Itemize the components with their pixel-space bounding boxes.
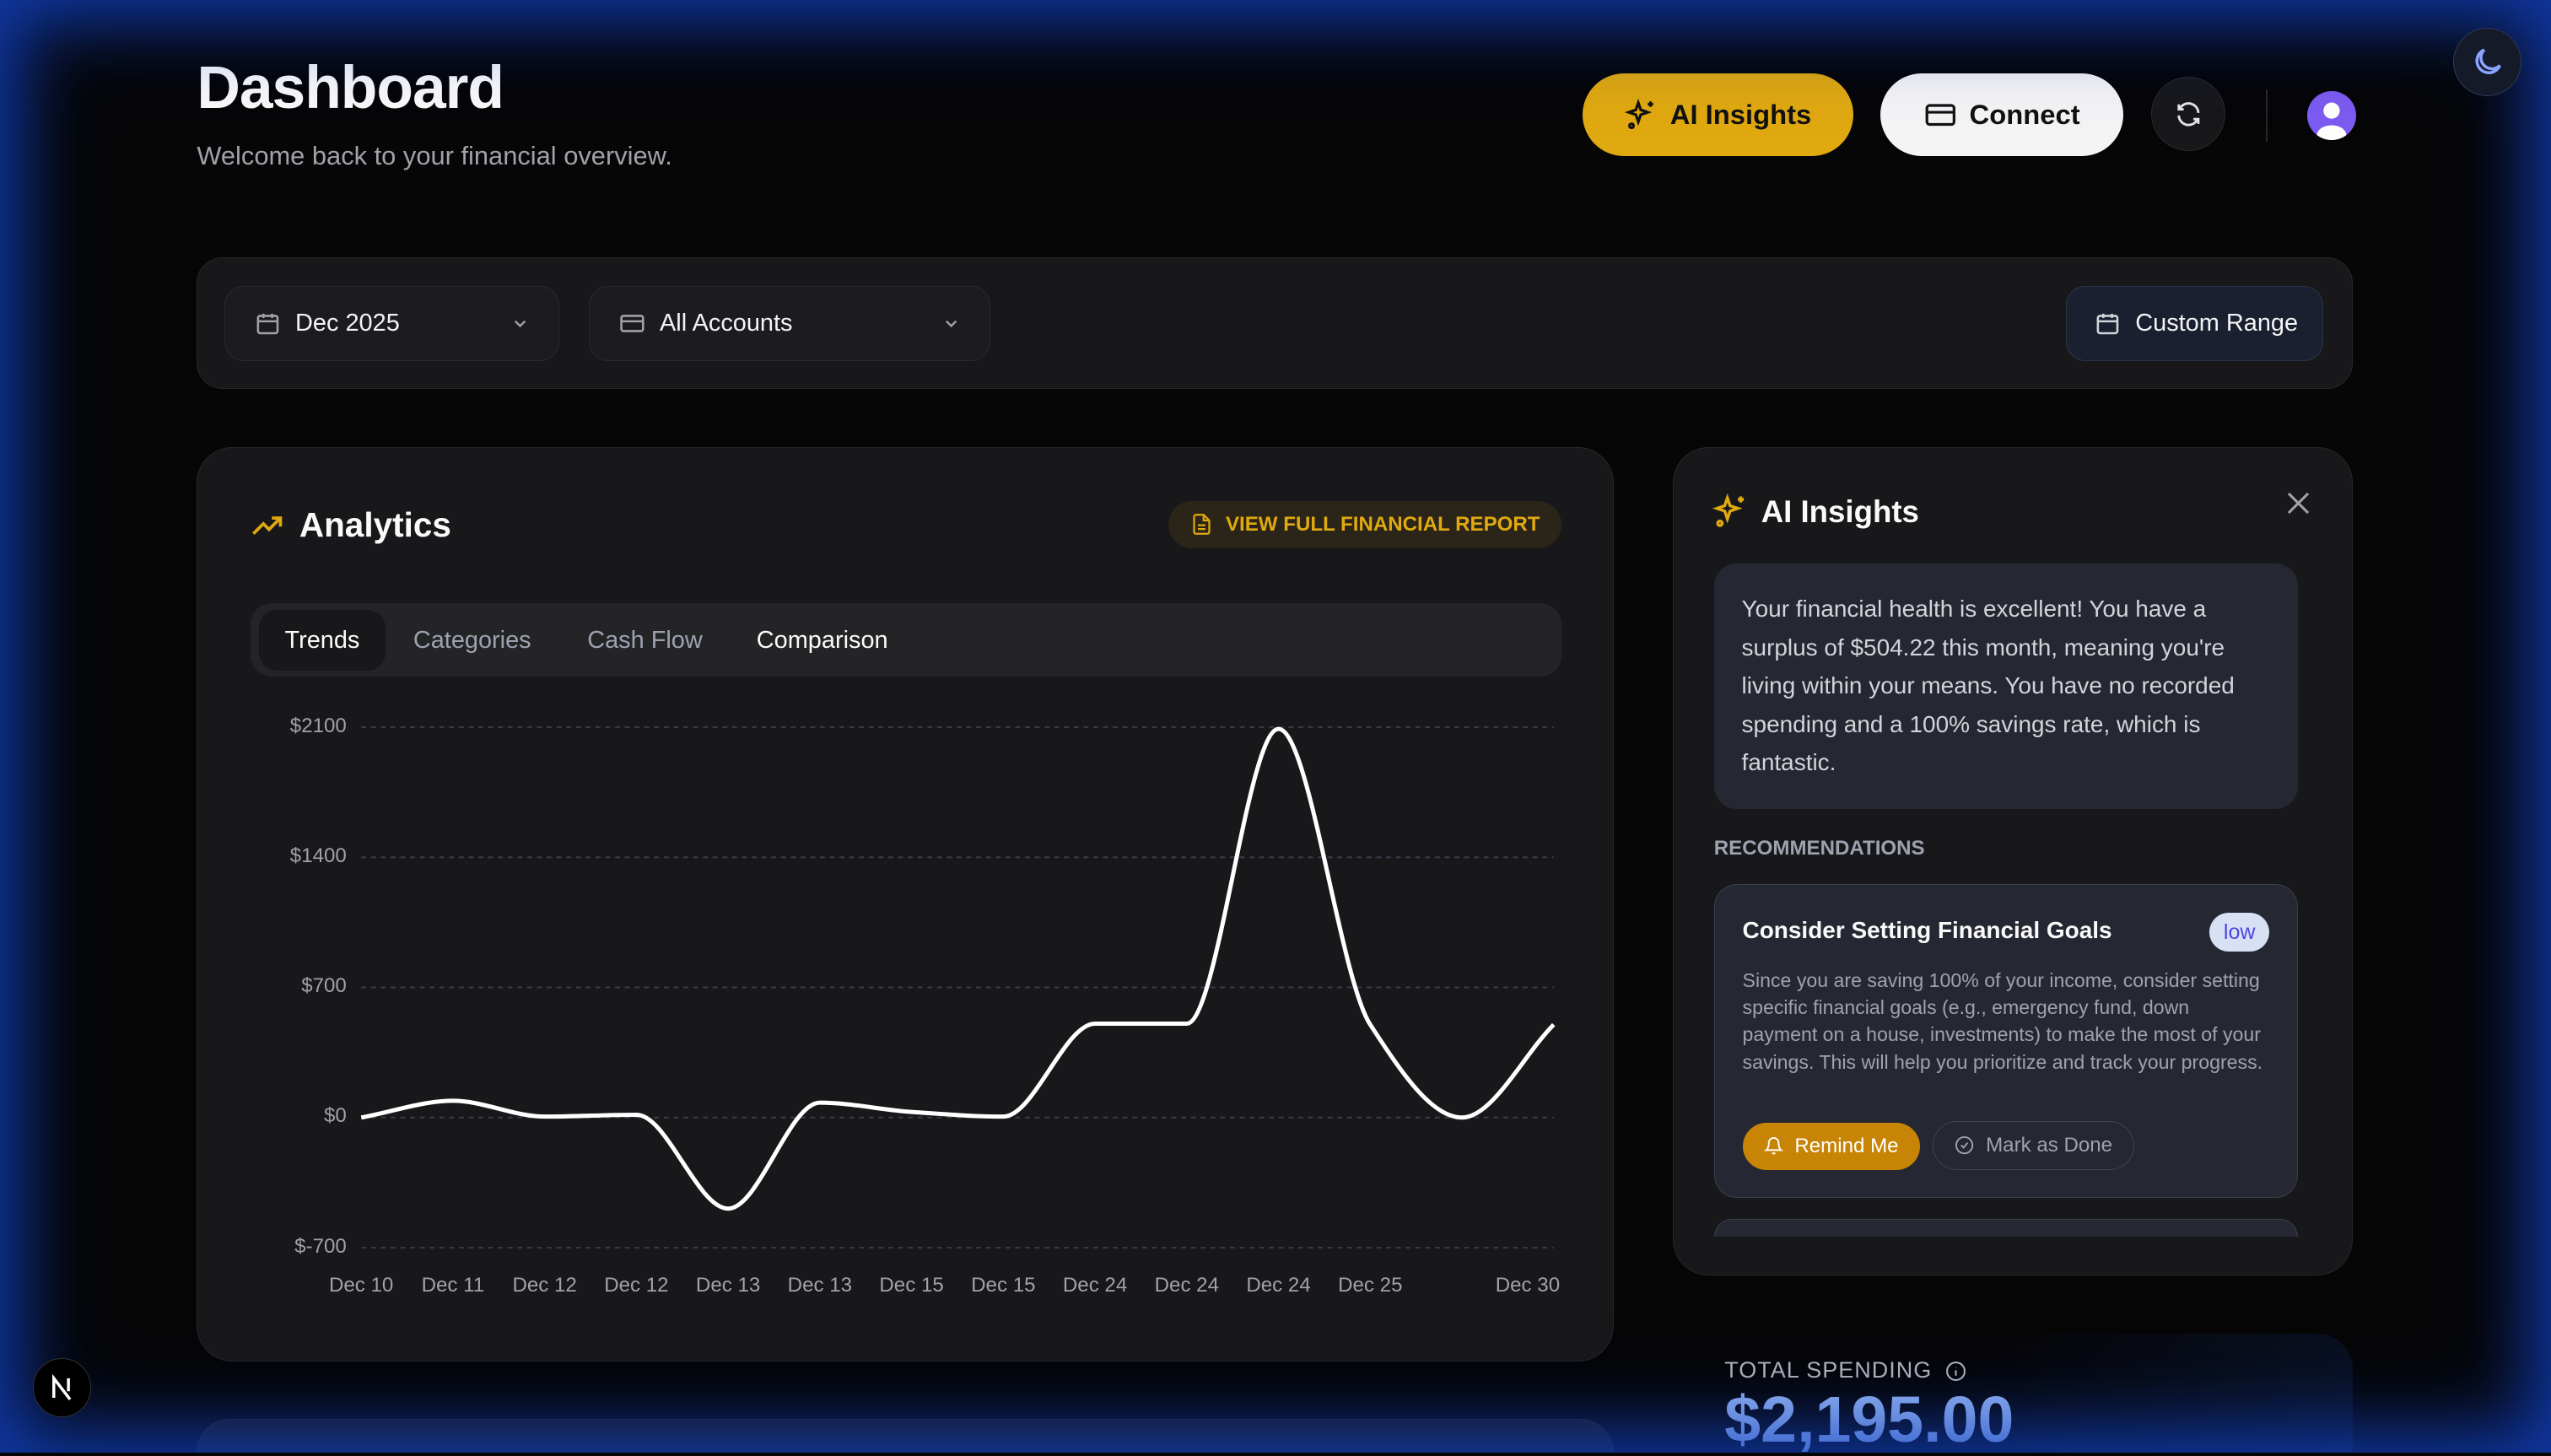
period-value: Dec 2025 [295, 310, 400, 337]
refresh-icon [2176, 101, 2199, 127]
recommendation-title: Consider Setting Financial Goals [1742, 916, 2112, 943]
tab-comparison[interactable]: Comparison [756, 627, 888, 655]
sparkles-icon [1712, 493, 1744, 528]
y-tick-label: $2100 [289, 714, 347, 737]
nextjs-badge[interactable] [32, 1358, 91, 1417]
check-circle-icon [1955, 1136, 1974, 1155]
y-tick-label: $0 [323, 1104, 347, 1128]
analytics-title: Analytics [299, 504, 451, 544]
sparkles-icon [1624, 98, 1653, 129]
mark-as-done-label: Mark as Done [1986, 1133, 2113, 1157]
y-tick-label: $1400 [289, 844, 347, 867]
analytics-card [197, 447, 1615, 1362]
remind-me-label: Remind Me [1794, 1134, 1899, 1157]
custom-range-label: Custom Range [2135, 310, 2299, 337]
tab-cash-flow[interactable]: Cash Flow [587, 627, 703, 655]
page-subtitle: Welcome back to your financial overview. [197, 140, 672, 170]
recommendation-body: Since you are saving 100% of your income… [1742, 968, 2263, 1073]
ai-insights-label: AI Insights [1669, 98, 1812, 130]
trending-up-icon [252, 515, 283, 535]
info-icon[interactable] [1945, 1361, 1966, 1382]
total-spending-value: $2,195.00 [1724, 1383, 2014, 1456]
analytics-tabs [250, 603, 1562, 677]
x-tick-label: Dec 15 [971, 1274, 1036, 1297]
user-avatar[interactable] [2306, 90, 2356, 140]
chevron-down-icon [514, 321, 526, 328]
recommendation-card: Consider Setting Financial Goals low Sin… [1713, 884, 2299, 1199]
insight-summary-text: Your financial health is excellent! You … [1741, 596, 2235, 776]
x-tick-label: Dec 13 [787, 1274, 853, 1297]
page-title: Dashboard [197, 53, 504, 121]
close-icon[interactable] [2287, 492, 2310, 515]
chevron-down-icon [945, 321, 957, 328]
moon-icon [2475, 48, 2501, 74]
view-report-label: VIEW FULL FINANCIAL REPORT [1225, 512, 1540, 536]
tab-trends[interactable]: Trends [284, 627, 360, 655]
x-tick-label: Dec 13 [695, 1274, 761, 1297]
calendar-icon [2096, 314, 2119, 335]
user-avatar-icon [2316, 102, 2346, 140]
ai-insights-button[interactable]: AI Insights [1583, 73, 1853, 157]
ai-insights-title: AI Insights [1761, 494, 1919, 530]
connect-label: Connect [1969, 98, 2080, 130]
custom-range-button[interactable]: Custom Range [2066, 286, 2323, 362]
x-tick-label: Dec 24 [1154, 1274, 1219, 1297]
x-tick-label: Dec 10 [328, 1274, 394, 1297]
insight-summary: Your financial health is excellent! You … [1713, 564, 2299, 810]
tab-active-bg [258, 610, 386, 671]
bell-icon [1763, 1137, 1784, 1155]
file-text-icon [1192, 514, 1211, 536]
x-tick-label: Dec 24 [1062, 1274, 1128, 1297]
accounts-value: All Accounts [660, 310, 793, 337]
mark-as-done-button[interactable]: Mark as Done [1933, 1120, 2135, 1170]
view-report-button[interactable]: VIEW FULL FINANCIAL REPORT [1168, 500, 1562, 548]
remind-me-button[interactable]: Remind Me [1742, 1122, 1920, 1170]
total-spending-text: TOTAL SPENDING [1724, 1357, 1933, 1383]
recommendation-card-next [1713, 1219, 2299, 1237]
ai-insights-panel: AI Insights Your financial health is exc… [1672, 447, 2353, 1275]
tab-categories[interactable]: Categories [413, 627, 531, 655]
x-tick-label: Dec 15 [879, 1274, 944, 1297]
y-tick-label: $700 [301, 974, 347, 998]
x-tick-label: Dec 12 [604, 1274, 669, 1297]
calendar-icon [256, 314, 279, 335]
x-tick-label: Dec 25 [1338, 1274, 1403, 1297]
x-tick-label: Dec 30 [1495, 1274, 1561, 1297]
x-tick-label: Dec 12 [512, 1274, 577, 1297]
priority-badge: low [2209, 912, 2270, 952]
theme-toggle-button[interactable] [2453, 27, 2522, 96]
refresh-button[interactable] [2150, 76, 2226, 152]
x-tick-label: Dec 24 [1246, 1274, 1311, 1297]
header-divider [2266, 89, 2268, 142]
recommendations-label: RECOMMENDATIONS [1713, 837, 1925, 860]
total-spending-card [1672, 1334, 2353, 1453]
x-tick-label: Dec 11 [421, 1274, 485, 1297]
credit-card-icon [1925, 104, 1955, 126]
credit-card-icon [620, 315, 644, 333]
total-spending-label: TOTAL SPENDING [1724, 1358, 1966, 1383]
period-select[interactable]: Dec 2025 [224, 286, 560, 362]
accounts-select[interactable]: All Accounts [589, 286, 991, 362]
y-tick-label: $-700 [294, 1234, 347, 1258]
connect-button[interactable]: Connect [1880, 73, 2123, 157]
bottom-card [197, 1418, 1615, 1453]
nextjs-logo-icon [51, 1373, 72, 1400]
